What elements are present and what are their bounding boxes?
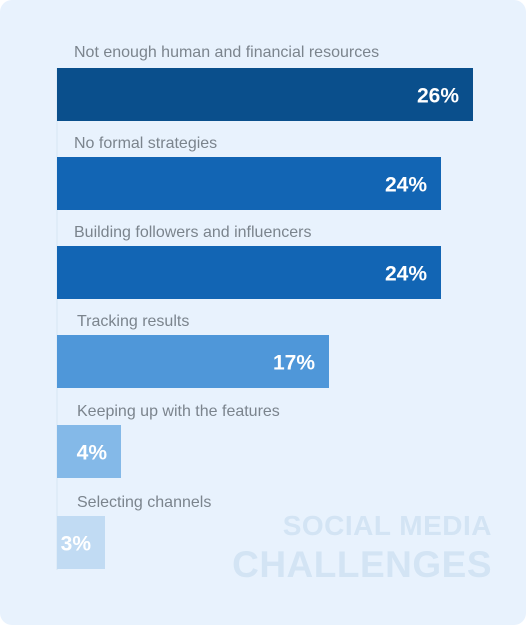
bar xyxy=(57,157,441,210)
category-label: Tracking results xyxy=(77,313,189,330)
bar xyxy=(57,425,121,478)
value-label: 24% xyxy=(385,174,427,197)
bar xyxy=(57,516,105,569)
bar xyxy=(57,335,329,388)
category-label: No formal strategies xyxy=(74,135,217,152)
bar xyxy=(57,68,473,121)
category-label: Keeping up with the features xyxy=(77,403,280,420)
value-label: 17% xyxy=(273,352,315,375)
value-label: 24% xyxy=(385,263,427,286)
category-label: Not enough human and financial resources xyxy=(74,44,379,61)
bar xyxy=(57,246,441,299)
category-label: Selecting channels xyxy=(77,494,211,511)
value-label: 4% xyxy=(77,442,108,465)
value-label: 26% xyxy=(417,85,459,108)
value-label: 3% xyxy=(61,533,92,556)
category-label: Building followers and influencers xyxy=(74,224,311,241)
watermark-line-2: CHALLENGES xyxy=(232,544,492,585)
watermark-line-1: SOCIAL MEDIA xyxy=(282,510,492,541)
